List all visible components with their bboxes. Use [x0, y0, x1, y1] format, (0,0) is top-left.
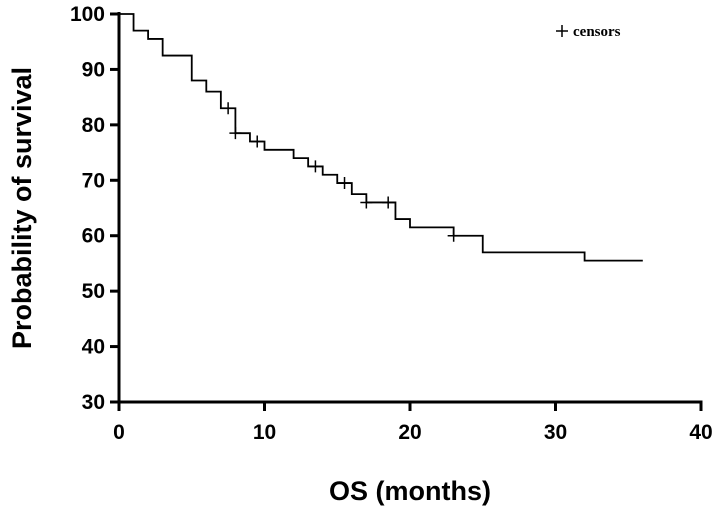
y-tick-label: 90: [82, 58, 105, 81]
axes: [117, 12, 703, 404]
censor-mark: [222, 102, 235, 115]
x-tick-label: 30: [544, 421, 567, 444]
legend: censors: [556, 24, 621, 40]
y-tick-label: 50: [82, 280, 105, 303]
censor-mark: [229, 127, 242, 140]
y-tick-label: 40: [82, 336, 105, 359]
x-axis-title: OS (months): [329, 476, 491, 506]
x-tick-label: 40: [689, 421, 712, 444]
y-tick-label: 30: [82, 391, 105, 414]
y-axis-title: Probability of survival: [7, 67, 37, 349]
legend-censor-marker: [556, 25, 568, 37]
y-tick-label: 100: [70, 3, 105, 26]
x-tick-label: 10: [253, 421, 276, 444]
x-tick-label: 20: [398, 421, 421, 444]
censor-mark: [338, 177, 351, 190]
legend-censors-label: censors: [573, 24, 621, 40]
censor-mark: [360, 196, 373, 209]
censor-mark: [251, 135, 264, 148]
x-tick-label: 0: [113, 421, 125, 444]
x-ticks: 0 10 20 30 40: [113, 402, 713, 444]
censor-mark: [382, 196, 395, 209]
y-tick-label: 60: [82, 225, 105, 248]
survival-curve-layer: [119, 13, 643, 262]
censor-mark: [447, 229, 460, 242]
censor-mark: [309, 160, 322, 173]
y-ticks: 30 40 50 60 70 80 90 100: [70, 3, 119, 414]
y-tick-label: 70: [82, 169, 105, 192]
censor-marks: [222, 102, 460, 242]
survival-step-line: [119, 13, 643, 262]
y-tick-label: 80: [82, 114, 105, 137]
